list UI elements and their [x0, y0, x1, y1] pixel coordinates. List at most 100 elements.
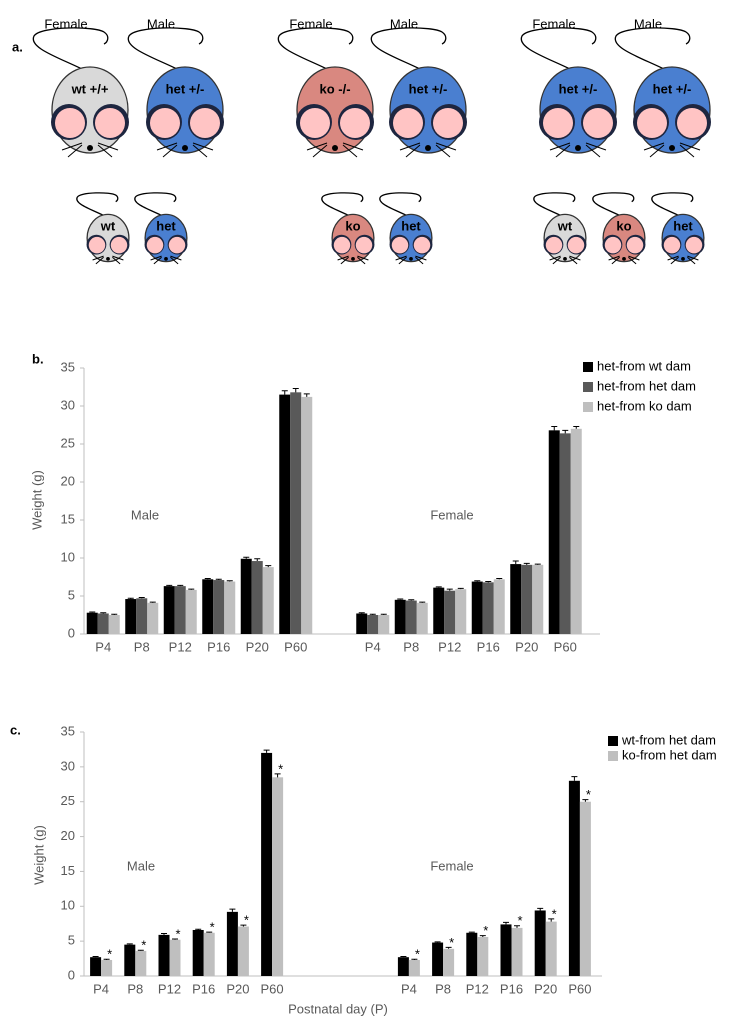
ear-inner: [340, 108, 370, 138]
bar: [125, 599, 137, 634]
x-tick-label: P16: [500, 981, 523, 996]
error-bar: [243, 556, 250, 559]
x-tick-label: P4: [93, 981, 109, 996]
y-tick-label: 35: [61, 723, 75, 738]
bar: [301, 396, 313, 634]
tail: [592, 192, 635, 217]
y-tick-label: 20: [61, 473, 75, 488]
whisker: [306, 142, 328, 151]
whisker: [670, 256, 679, 265]
bar: [90, 957, 102, 976]
ear-inner: [150, 108, 180, 138]
bar: [174, 586, 186, 634]
mouse: het +/- Female: [520, 16, 617, 158]
ear-inner: [626, 236, 644, 254]
ear-inner: [393, 108, 423, 138]
group-label: Male: [131, 507, 159, 522]
sex-label: Female: [44, 16, 87, 31]
whisker: [342, 144, 358, 158]
y-tick-label: 10: [61, 549, 75, 564]
error-bar: [474, 580, 481, 582]
mouse: ko: [321, 192, 375, 265]
y-tick-label: 25: [61, 435, 75, 450]
genotype: wt: [557, 218, 573, 233]
error-bar: [582, 799, 589, 802]
tail: [651, 192, 694, 217]
error-bar: [537, 907, 544, 911]
whisker: [192, 142, 214, 151]
tail: [76, 192, 119, 217]
bar: [124, 944, 136, 976]
whisker: [569, 256, 578, 265]
error-bar: [229, 908, 236, 912]
bar: [482, 582, 494, 634]
nose: [563, 257, 567, 261]
whisker: [611, 256, 620, 265]
whisker: [162, 144, 178, 158]
genotype: het +/-: [653, 81, 692, 96]
x-tick-label: P20: [515, 639, 538, 654]
y-tick-label: 30: [61, 758, 75, 773]
tail: [277, 27, 354, 71]
nose: [622, 257, 626, 261]
bar: [224, 581, 236, 634]
error-bar: [281, 390, 288, 395]
bar: [240, 558, 252, 634]
bar: [261, 752, 273, 976]
nose: [575, 145, 581, 151]
error-bar: [400, 955, 407, 958]
bar: [251, 561, 263, 634]
bar: [579, 801, 591, 976]
bar: [279, 394, 291, 634]
whisker: [95, 256, 104, 265]
bar: [202, 579, 214, 634]
tail: [321, 192, 364, 217]
nose: [332, 145, 338, 151]
bar: [262, 567, 274, 634]
y-tick-label: 25: [61, 793, 75, 808]
error-bar: [166, 584, 173, 587]
bar: [192, 929, 204, 976]
ear-inner: [110, 236, 128, 254]
whisker: [585, 144, 601, 158]
y-tick-label: 30: [61, 397, 75, 412]
whisker: [170, 256, 179, 265]
whisker: [112, 256, 121, 265]
bar: [511, 927, 523, 976]
whisker: [61, 142, 83, 151]
y-axis-label: Weight (g): [29, 470, 44, 530]
bar: [290, 392, 302, 634]
error-bar: [496, 578, 503, 580]
bar: [408, 959, 420, 976]
y-tick-label: 15: [61, 863, 75, 878]
bar: [226, 911, 238, 976]
error-bar: [573, 426, 580, 429]
significance-marker: *: [244, 913, 249, 928]
whisker: [337, 255, 349, 261]
error-bar: [92, 955, 99, 958]
error-bar: [149, 601, 156, 603]
legend-swatch: [583, 402, 593, 412]
significance-marker: *: [449, 935, 454, 950]
bar: [477, 936, 489, 976]
error-bar: [215, 578, 222, 581]
tail: [379, 192, 422, 217]
bar: [545, 921, 557, 976]
y-tick-label: 20: [61, 828, 75, 843]
y-tick-label: 0: [68, 625, 75, 640]
legend-swatch: [608, 751, 618, 761]
error-bar: [138, 597, 145, 599]
tail: [614, 27, 691, 71]
ear-inner: [95, 108, 125, 138]
sex-label: Male: [147, 16, 175, 31]
genotype: het: [156, 218, 176, 233]
bar: [158, 934, 170, 976]
whisker: [585, 142, 607, 151]
bar: [568, 780, 580, 976]
x-tick-label: P8: [134, 639, 150, 654]
error-bar: [548, 918, 555, 922]
mouse: het +/- Male: [370, 16, 467, 158]
ear-inner: [583, 108, 613, 138]
y-tick-label: 5: [68, 587, 75, 602]
